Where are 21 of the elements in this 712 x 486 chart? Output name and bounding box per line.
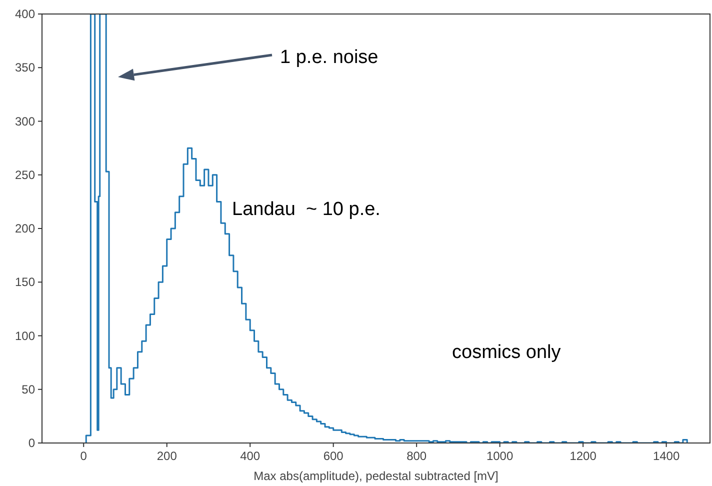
y-tick-label: 400 [14, 7, 36, 21]
x-axis-title: Max abs(amplitude), pedestal subtracted [mV] [254, 469, 498, 483]
y-tick-label: 0 [28, 436, 36, 450]
y-tick-label: 250 [14, 168, 36, 182]
y-tick-label: 100 [14, 328, 36, 343]
y-tick-label: 150 [14, 275, 36, 290]
y-tick-label: 300 [14, 114, 36, 128]
annotation: cosmics only [452, 342, 562, 363]
x-tick-label: 1000 [486, 449, 514, 463]
x-tick-label: 200 [156, 449, 178, 463]
x-tick-label: 400 [240, 449, 260, 463]
annotation: Landau ~ 10 p.e. [232, 199, 380, 220]
x-tick-label: 0 [80, 449, 88, 463]
y-tick-label: 200 [14, 222, 36, 236]
x-tick-label: 600 [323, 449, 344, 463]
x-tick-label: 1200 [570, 449, 597, 463]
y-tick-label: 50 [22, 382, 36, 396]
y-tick-label: 350 [14, 60, 36, 75]
x-tick-label: 800 [406, 449, 427, 463]
annotation: 1 p.e. noise [280, 47, 378, 68]
x-tick-label: 1400 [652, 449, 680, 463]
